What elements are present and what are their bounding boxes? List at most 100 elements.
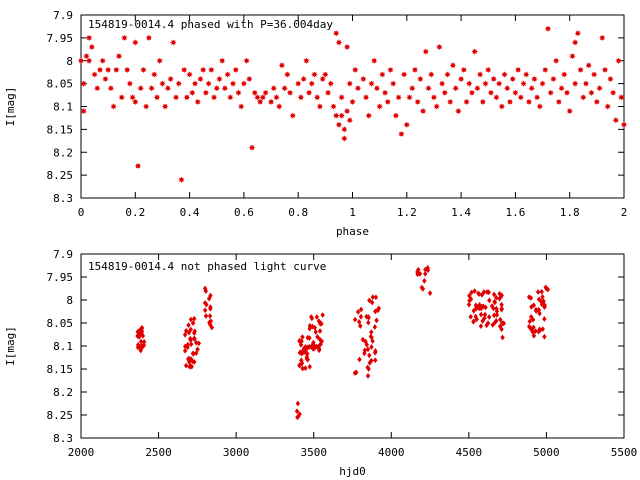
- data-point: [495, 80, 503, 87]
- data-point: [317, 336, 323, 343]
- y-tick-label: 7.9: [53, 248, 73, 261]
- data-point: [207, 313, 213, 319]
- data-point: [135, 341, 141, 348]
- x-tick-label: 0.4: [180, 206, 200, 219]
- data-point: [596, 85, 603, 92]
- data-point: [422, 278, 427, 284]
- data-point: [376, 103, 383, 110]
- data-point: [417, 75, 424, 83]
- data-point: [499, 326, 504, 333]
- data-point: [159, 80, 166, 87]
- x-tick-label: 4500: [456, 446, 483, 459]
- data-point: [375, 306, 381, 313]
- data-point: [305, 89, 313, 96]
- data-point: [471, 318, 476, 325]
- data-point: [423, 270, 428, 277]
- data-point: [362, 94, 370, 101]
- data-point: [398, 130, 405, 138]
- data-point: [139, 328, 145, 335]
- data-point: [425, 85, 432, 92]
- data-point: [138, 338, 144, 345]
- data-point: [333, 30, 340, 37]
- data-point: [492, 299, 498, 306]
- data-point: [497, 295, 502, 302]
- data-point: [221, 85, 229, 92]
- x-tick-label: 3500: [300, 446, 327, 459]
- data-point: [468, 313, 473, 320]
- x-tick-label: 0: [78, 206, 85, 219]
- data-point: [196, 340, 202, 347]
- data-point: [303, 57, 310, 64]
- data-point: [190, 350, 196, 357]
- x-tick-label: 0.2: [125, 206, 145, 219]
- data-point: [542, 304, 547, 310]
- data-point: [430, 94, 438, 101]
- data-point: [476, 71, 484, 78]
- data-point: [392, 112, 400, 119]
- y-tick-label: 8: [66, 55, 73, 68]
- data-point: [203, 313, 209, 319]
- data-point: [189, 89, 196, 96]
- data-point: [349, 98, 356, 106]
- data-point: [533, 94, 541, 101]
- data-point: [276, 103, 283, 110]
- data-point: [370, 338, 375, 344]
- data-point: [536, 103, 544, 110]
- data-point: [552, 57, 560, 64]
- data-point: [411, 66, 419, 74]
- data-point: [314, 343, 319, 350]
- y-tick-label: 8.2: [53, 146, 73, 159]
- data-point: [204, 301, 209, 308]
- data-point: [374, 317, 379, 324]
- chart-title: 154819-0014.4 phased with P=36.004day: [88, 18, 333, 31]
- data-point: [227, 94, 234, 101]
- data-point: [185, 344, 190, 351]
- data-point: [539, 288, 544, 295]
- data-point: [172, 94, 180, 101]
- data-point: [528, 295, 534, 301]
- data-point: [167, 75, 174, 83]
- data-point: [314, 314, 320, 320]
- data-point: [433, 103, 440, 110]
- data-point: [352, 316, 358, 323]
- data-point: [358, 313, 364, 320]
- data-point: [194, 98, 201, 106]
- x-tick-label: 4000: [378, 446, 405, 459]
- data-point: [327, 80, 334, 87]
- data-point: [140, 344, 145, 350]
- data-point: [540, 294, 545, 300]
- data-point: [311, 71, 318, 78]
- data-point: [207, 319, 212, 326]
- data-point: [180, 66, 188, 74]
- data-point: [590, 71, 598, 78]
- plot-frame: [80, 253, 625, 439]
- data-point: [416, 266, 421, 273]
- data-point: [478, 311, 484, 318]
- data-point: [232, 66, 239, 74]
- data-point: [468, 296, 474, 302]
- data-point: [208, 304, 213, 310]
- data-point: [531, 75, 538, 83]
- data-point: [371, 57, 378, 64]
- data-point: [588, 89, 595, 96]
- data-point: [333, 112, 340, 119]
- data-point: [487, 89, 495, 96]
- data-point: [529, 327, 535, 334]
- data-point: [137, 85, 144, 92]
- data-point: [366, 319, 371, 326]
- data-point: [148, 85, 155, 92]
- x-tick-label: 1.6: [505, 206, 525, 219]
- x-tick-label: 0.6: [234, 206, 254, 219]
- x-tick-label: 1.4: [451, 206, 471, 219]
- data-point: [202, 89, 210, 96]
- data-point: [457, 75, 465, 83]
- data-point: [593, 98, 601, 106]
- data-point: [527, 318, 532, 325]
- data-point: [425, 264, 430, 271]
- data-point: [528, 85, 535, 92]
- data-point: [406, 94, 413, 101]
- data-point: [373, 294, 379, 301]
- y-tick-label: 8.05: [47, 78, 74, 91]
- data-point: [620, 121, 628, 128]
- data-point: [192, 330, 197, 337]
